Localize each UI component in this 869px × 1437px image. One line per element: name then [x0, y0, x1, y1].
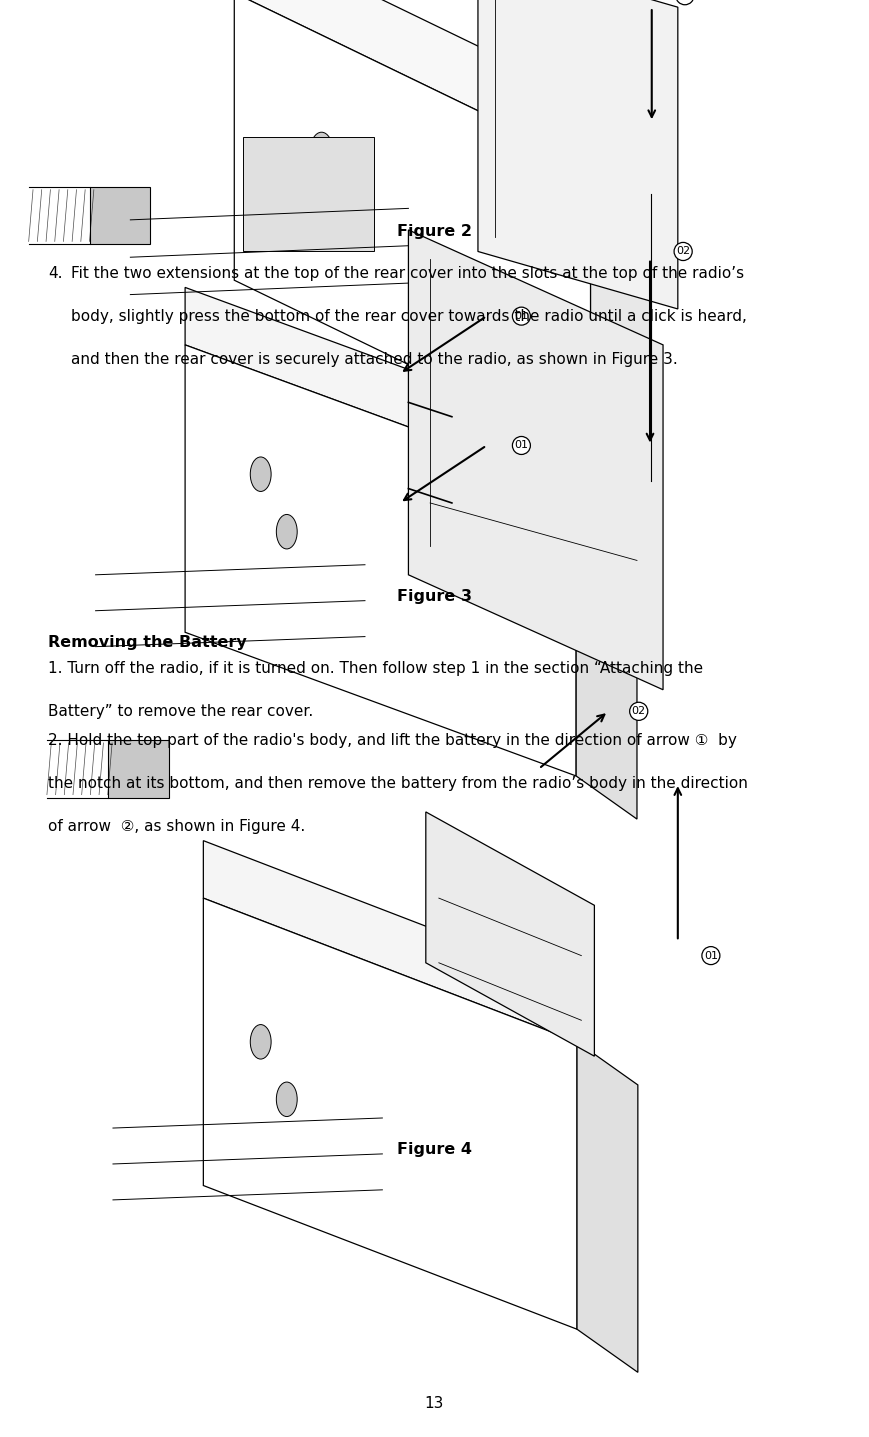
Text: and then the rear cover is securely attached to the radio, as shown in Figure 3.: and then the rear cover is securely atta…	[71, 352, 678, 366]
Polygon shape	[235, 0, 591, 453]
Polygon shape	[577, 1042, 638, 1372]
Polygon shape	[185, 345, 576, 776]
Text: the notch at its bottom, and then remove the battery from the radio’s body in th: the notch at its bottom, and then remove…	[48, 776, 747, 790]
Text: 01: 01	[514, 441, 528, 450]
Text: Figure 3: Figure 3	[397, 589, 472, 604]
Text: 13: 13	[425, 1397, 444, 1411]
Polygon shape	[591, 165, 652, 481]
Circle shape	[250, 457, 271, 491]
Polygon shape	[426, 812, 594, 1056]
Text: 1. Turn off the radio, if it is turned on. Then follow step 1 in the section “At: 1. Turn off the radio, if it is turned o…	[48, 661, 703, 675]
Text: Fit the two extensions at the top of the rear cover into the slots at the top of: Fit the two extensions at the top of the…	[71, 266, 745, 280]
Text: body, slightly press the bottom of the rear cover towards the radio until a clic: body, slightly press the bottom of the r…	[71, 309, 747, 323]
Text: Figure 2: Figure 2	[397, 224, 472, 239]
Text: 2. Hold the top part of the radio's body, and lift the battery in the direction : 2. Hold the top part of the radio's body…	[48, 733, 737, 747]
Polygon shape	[576, 489, 637, 819]
Text: of arrow  ②, as shown in Figure 4.: of arrow ②, as shown in Figure 4.	[48, 819, 305, 833]
Circle shape	[276, 514, 297, 549]
Polygon shape	[185, 287, 576, 489]
Circle shape	[250, 1025, 271, 1059]
Polygon shape	[478, 0, 678, 309]
Text: Removing the Battery: Removing the Battery	[48, 635, 247, 650]
Text: 4.: 4.	[48, 266, 63, 280]
Text: Battery” to remove the rear cover.: Battery” to remove the rear cover.	[48, 704, 313, 718]
Polygon shape	[203, 841, 577, 1042]
Circle shape	[310, 132, 333, 170]
Text: 02: 02	[676, 247, 690, 256]
Text: 02: 02	[632, 707, 646, 716]
Polygon shape	[243, 137, 374, 251]
Text: 01: 01	[704, 951, 718, 960]
Text: Figure 4: Figure 4	[397, 1142, 472, 1157]
Polygon shape	[408, 230, 663, 690]
Text: 01: 01	[514, 312, 528, 320]
Circle shape	[276, 1082, 297, 1117]
Polygon shape	[90, 187, 150, 244]
Circle shape	[332, 175, 355, 213]
Polygon shape	[203, 898, 577, 1329]
Polygon shape	[108, 740, 169, 798]
Polygon shape	[235, 0, 591, 165]
